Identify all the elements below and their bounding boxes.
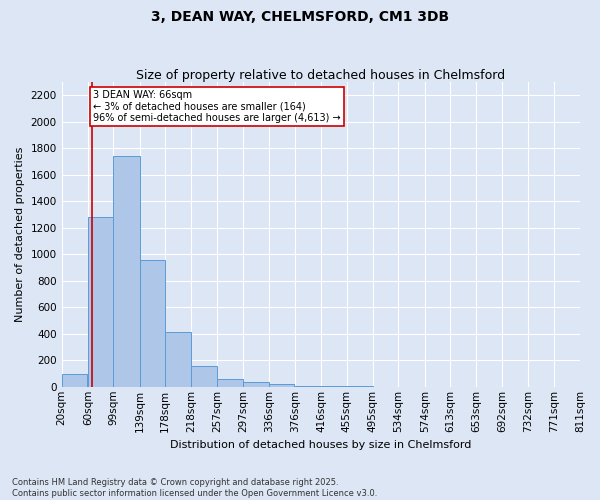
Bar [295,386,321,387]
Bar [62,374,87,387]
Bar [191,366,217,387]
Y-axis label: Number of detached properties: Number of detached properties [15,146,25,322]
Bar [88,217,113,387]
Title: Size of property relative to detached houses in Chelmsford: Size of property relative to detached ho… [136,69,505,82]
Bar [165,332,191,387]
Text: 3, DEAN WAY, CHELMSFORD, CM1 3DB: 3, DEAN WAY, CHELMSFORD, CM1 3DB [151,10,449,24]
Text: Contains HM Land Registry data © Crown copyright and database right 2025.
Contai: Contains HM Land Registry data © Crown c… [12,478,377,498]
Bar [269,384,294,387]
Bar [113,156,140,387]
Text: 3 DEAN WAY: 66sqm
← 3% of detached houses are smaller (164)
96% of semi-detached: 3 DEAN WAY: 66sqm ← 3% of detached house… [93,90,341,123]
Bar [243,382,269,387]
Bar [217,379,243,387]
X-axis label: Distribution of detached houses by size in Chelmsford: Distribution of detached houses by size … [170,440,472,450]
Bar [140,260,165,387]
